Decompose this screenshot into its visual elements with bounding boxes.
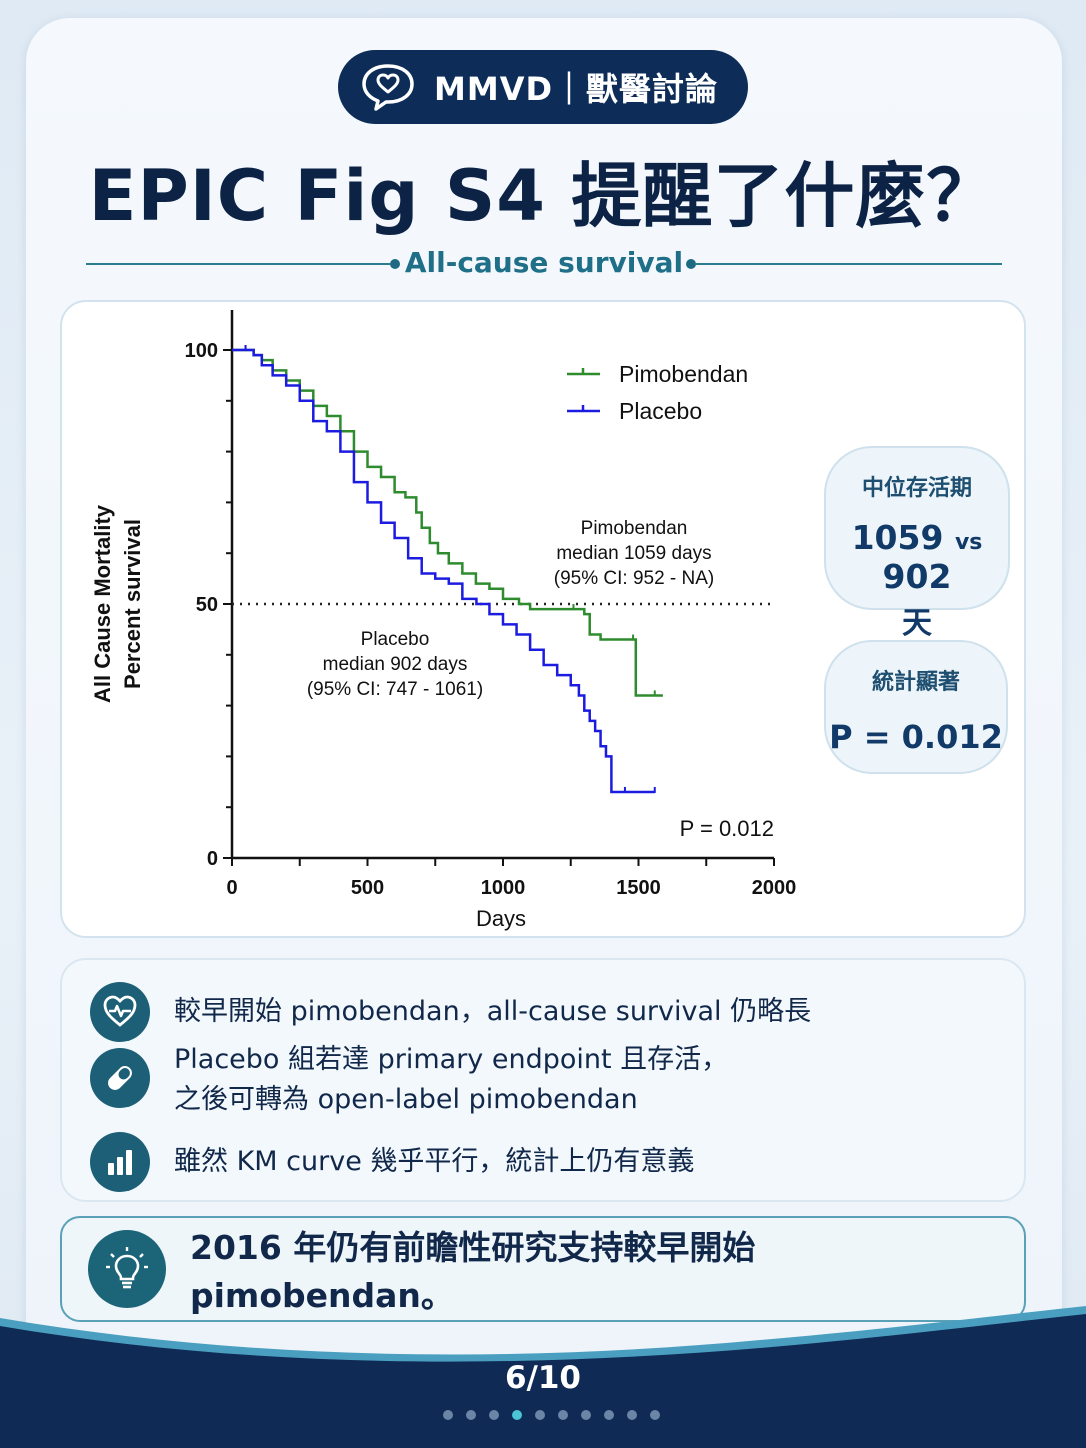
x-tick-label: 500 [351, 877, 384, 899]
heart-pulse-icon [90, 982, 150, 1042]
key-point-3: 雖然 KM curve 幾乎平行，統計上仍有意義 [90, 1132, 694, 1192]
key-point-3-text: 雖然 KM curve 幾乎平行，統計上仍有意義 [174, 1142, 694, 1182]
page-dot[interactable] [604, 1410, 614, 1420]
page-dot[interactable] [512, 1410, 522, 1420]
placebo-median-annotation: Placebo [361, 629, 430, 650]
divider-right [696, 263, 1002, 265]
x-tick-label: 0 [226, 877, 237, 899]
median-survival-card: 中位存活期 1059 vs 902 天 [824, 446, 1010, 641]
page-dot[interactable] [627, 1410, 637, 1420]
x-tick-label: 2000 [752, 877, 797, 899]
page-dot[interactable] [535, 1410, 545, 1420]
page-indicator: 6/10 [504, 1360, 582, 1396]
median-title: 中位存活期 [861, 476, 972, 501]
median-values: 1059 vs 902 [826, 518, 1008, 596]
badge-text: MMVD｜獸醫討論 [434, 70, 719, 108]
series-line-pimobendan [232, 348, 663, 697]
key-point-3-line-1: 雖然 KM curve 幾乎平行，統計上仍有意義 [174, 1146, 695, 1177]
key-point-2-line-1: Placebo 組若達 primary endpoint 且存活， [174, 1044, 729, 1075]
page-dot[interactable] [650, 1410, 660, 1420]
page-dot[interactable] [443, 1410, 453, 1420]
page-dot[interactable] [466, 1410, 476, 1420]
subtitle-row: All-cause survival [86, 244, 1002, 288]
pimobendan-median-annotation: Pimobendan [581, 518, 688, 539]
divider-dot-right [686, 259, 696, 269]
placebo-median-annotation: median 902 days [323, 654, 468, 675]
key-point-1: 較早開始 pimobendan，all-cause survival 仍略長 [90, 982, 811, 1042]
page-title: EPIC Fig S4 提醒了什麼？ [88, 155, 998, 237]
y-axis-label-2: Percent survival [120, 519, 145, 689]
chart-panel: 0 50 100 0 500 1000 1500 2000 Days All Cause Mort… [60, 300, 1026, 938]
divider-left [86, 263, 390, 265]
pimobendan-median-annotation: (95% CI: 952 - NA) [554, 568, 715, 589]
conclusion-callout: 2016 年仍有前瞻性研究支持較早開始 pimobendan。 [60, 1216, 1026, 1322]
page-dot[interactable] [581, 1410, 591, 1420]
x-tick-label: 1000 [481, 877, 526, 899]
median-vs: vs [954, 530, 983, 555]
footer-wave [0, 1306, 1086, 1448]
legend-label-pimobendan: Pimobendan [619, 361, 748, 387]
chart-subtitle: All-cause survival [404, 246, 684, 279]
x-tick-label: 1500 [616, 877, 661, 899]
pimobendan-median-annotation: median 1059 days [556, 543, 711, 564]
y-tick-label: 50 [196, 594, 218, 616]
pill-icon [90, 1048, 150, 1108]
key-point-2-line-2: 之後可轉為 open-label pimobendan [174, 1084, 638, 1115]
median-placebo: 902 [882, 557, 952, 596]
series-line-placebo [232, 348, 655, 794]
y-tick-label: 100 [185, 340, 218, 362]
page-dot[interactable] [489, 1410, 499, 1420]
significance-title: 統計顯著 [871, 670, 960, 695]
key-point-2-text: Placebo 組若達 primary endpoint 且存活， 之後可轉為 … [174, 1040, 728, 1120]
y-tick-label: 0 [207, 848, 218, 870]
placebo-median-annotation: (95% CI: 747 - 1061) [307, 679, 483, 700]
chat-heart-icon [362, 64, 414, 111]
key-points-panel: 較早開始 pimobendan，all-cause survival 仍略長 P… [60, 958, 1026, 1202]
p-value-annotation: P = 0.012 [680, 816, 774, 841]
key-point-1-text: 較早開始 pimobendan，all-cause survival 仍略長 [174, 992, 811, 1032]
callout-text: 2016 年仍有前瞻性研究支持較早開始 pimobendan。 [190, 1228, 756, 1315]
median-unit: 天 [902, 606, 932, 641]
page-dot[interactable] [558, 1410, 568, 1420]
y-axis-label-1: All Cause Mortality [90, 504, 115, 703]
median-pimobendan: 1059 [851, 518, 944, 557]
key-point-2: Placebo 組若達 primary endpoint 且存活， 之後可轉為 … [90, 1044, 728, 1120]
significance-card: 統計顯著 P = 0.012 [824, 640, 1008, 774]
pagination-dots [443, 1410, 660, 1420]
lightbulb-icon [88, 1230, 166, 1308]
x-axis-label: Days [476, 906, 526, 931]
bar-chart-icon [90, 1132, 150, 1192]
topic-badge: MMVD｜獸醫討論 [338, 50, 748, 124]
legend-label-placebo: Placebo [619, 398, 702, 424]
divider-dot-left [390, 259, 400, 269]
significance-value: P = 0.012 [829, 718, 1003, 756]
key-point-1-line-1: 較早開始 pimobendan，all-cause survival 仍略長 [174, 996, 812, 1027]
